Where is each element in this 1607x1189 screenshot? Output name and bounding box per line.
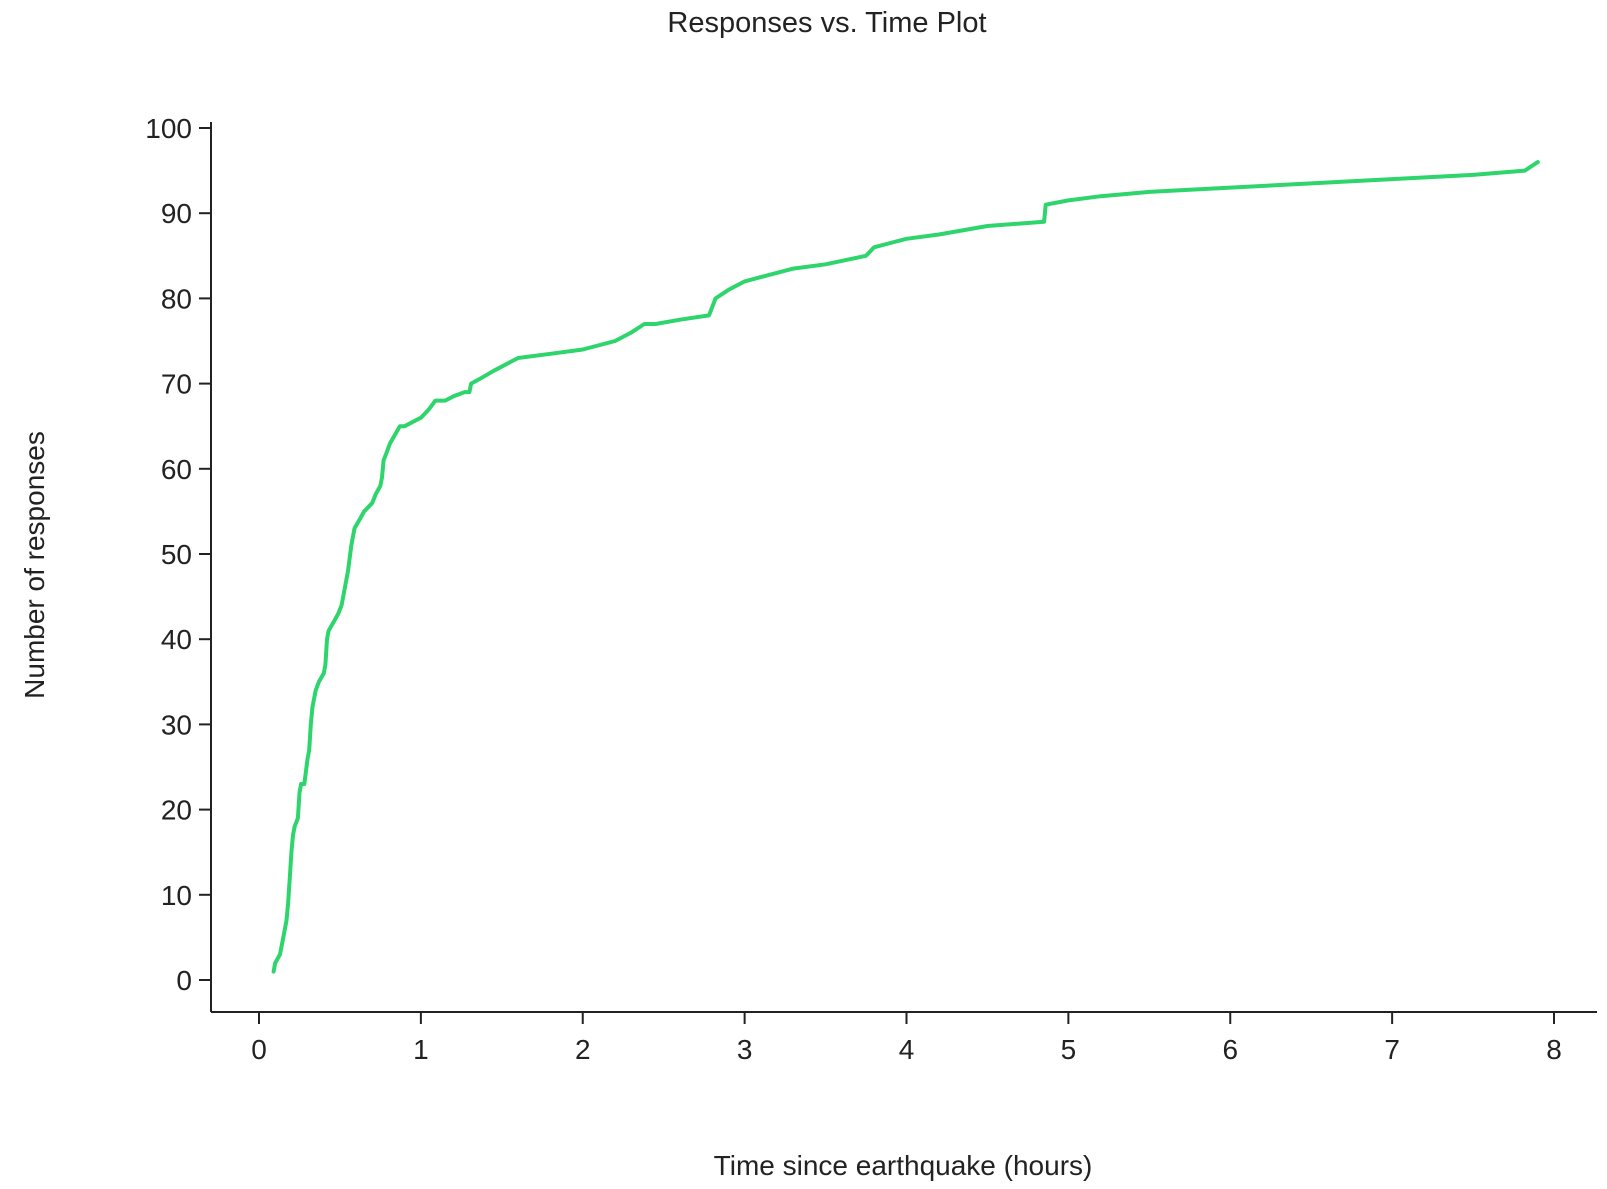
x-tick-label: 7 (1384, 1034, 1400, 1065)
x-tick-label: 1 (413, 1034, 429, 1065)
x-tick-label: 8 (1546, 1034, 1562, 1065)
series-line (271, 160, 1540, 974)
x-tick-label: 2 (575, 1034, 591, 1065)
y-tick-label: 60 (161, 454, 192, 485)
x-tick-label: 6 (1222, 1034, 1238, 1065)
y-axis-ticks: 0 10 20 30 40 50 60 70 80 90 100 (145, 113, 211, 996)
y-tick-label: 20 (161, 795, 192, 826)
x-tick-label: 0 (251, 1034, 267, 1065)
y-tick-label: 80 (161, 283, 192, 314)
x-tick-label: 3 (737, 1034, 753, 1065)
x-axis-ticks: 0 1 2 3 4 5 6 7 8 (251, 1012, 1562, 1065)
y-tick-label: 100 (145, 113, 192, 144)
series-group (271, 160, 1540, 974)
x-axis-title: Time since earthquake (hours) (714, 1150, 1093, 1181)
x-tick-label: 4 (899, 1034, 915, 1065)
y-tick-label: 40 (161, 624, 192, 655)
y-tick-label: 10 (161, 880, 192, 911)
x-tick-label: 5 (1061, 1034, 1077, 1065)
y-axis-title: Number of responses (19, 431, 50, 699)
y-tick-label: 30 (161, 709, 192, 740)
y-tick-label: 0 (176, 965, 192, 996)
y-tick-label: 70 (161, 369, 192, 400)
y-tick-label: 50 (161, 539, 192, 570)
y-tick-label: 90 (161, 198, 192, 229)
chart-title: Responses vs. Time Plot (667, 7, 986, 39)
